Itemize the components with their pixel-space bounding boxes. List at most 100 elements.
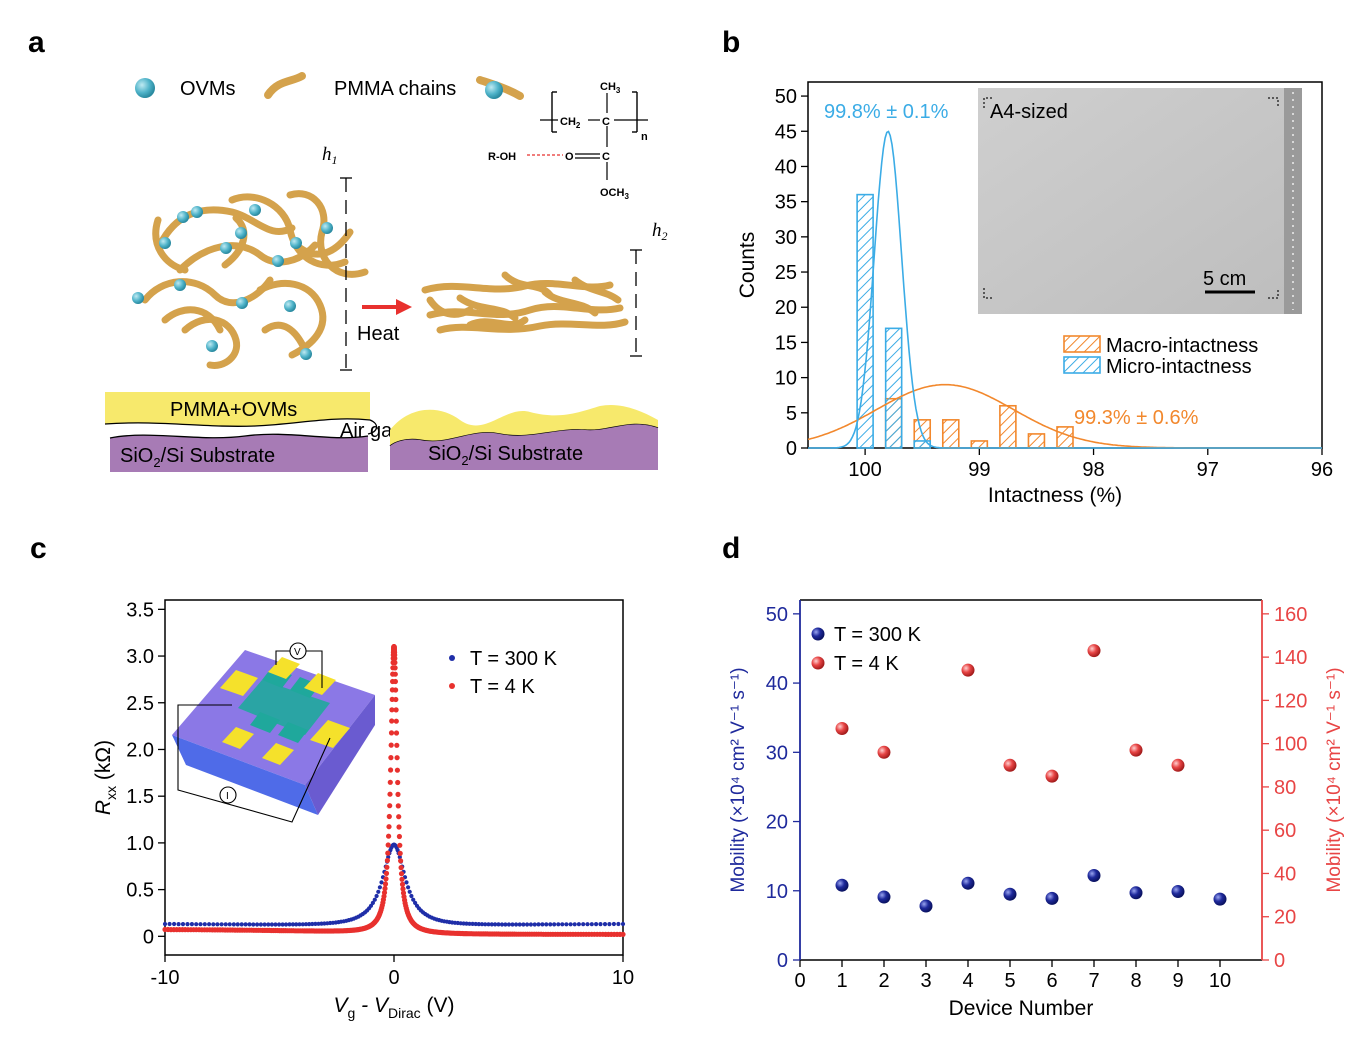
film-label: PMMA+OVMs	[170, 399, 297, 421]
legend-label: T = 4 K	[470, 676, 535, 698]
data-point	[1171, 758, 1185, 772]
chem-n: n	[641, 131, 648, 143]
data-point	[370, 900, 375, 906]
data-point	[280, 922, 285, 927]
data-point	[616, 921, 621, 927]
legend-marker	[449, 655, 455, 661]
y-tick-label: 35	[775, 192, 797, 214]
chem-o: O	[565, 151, 574, 163]
right-y-tick-label: 140	[1274, 647, 1307, 669]
heat-label: Heat	[357, 323, 400, 345]
data-point	[489, 922, 494, 927]
data-point	[514, 922, 519, 927]
data-point	[464, 921, 469, 926]
data-point	[198, 922, 203, 927]
x-axis-label-part: - V	[355, 994, 390, 1017]
y-tick-label: 5	[786, 403, 797, 425]
data-point	[239, 922, 244, 927]
intactness-histogram: 100 99 98 97 96 0 5 10 15 20 25 30 35 40 45 50 Intactnes…	[736, 81, 1333, 507]
data-point	[381, 890, 388, 896]
data-point	[290, 922, 295, 927]
data-point	[392, 665, 398, 671]
data-point	[386, 813, 392, 820]
y-tick-label: 1.5	[126, 786, 154, 808]
data-point	[194, 922, 199, 927]
panel-b: b 100 99 98 97 96 0 5 10 15 20 25 30 35 40 45 50 Intactn…	[722, 26, 1333, 507]
data-point	[383, 876, 389, 882]
data-point	[384, 857, 390, 864]
data-point	[395, 803, 401, 809]
data-point	[251, 922, 256, 927]
y-tick-label: 3.5	[126, 599, 154, 621]
data-point	[255, 922, 260, 927]
data-point	[223, 922, 228, 927]
right-y-tick-label: 100	[1274, 734, 1307, 756]
data-point	[388, 730, 395, 736]
data-point	[473, 921, 478, 927]
data-point	[877, 745, 891, 759]
data-point	[215, 922, 220, 927]
data-point	[189, 922, 194, 927]
data-point	[479, 922, 485, 927]
data-point	[269, 922, 274, 927]
a4-label: A4-sized	[990, 101, 1068, 123]
x-axis-label-part: Dirac	[388, 1005, 421, 1021]
data-point	[961, 663, 975, 677]
left-substrate-stack: PMMA+OVMs SiO2/Si Substrate	[104, 392, 378, 472]
data-point	[607, 922, 612, 927]
data-point	[398, 865, 404, 871]
data-point	[397, 850, 403, 857]
data-point	[1003, 887, 1017, 901]
data-point	[877, 890, 891, 904]
panel-label-c: c	[30, 532, 47, 565]
legend-marker	[811, 656, 825, 670]
data-point	[407, 889, 412, 894]
x-tick-label: 5	[1004, 970, 1015, 992]
data-point	[486, 922, 491, 927]
data-point	[235, 922, 240, 927]
data-point	[568, 922, 573, 927]
data-point	[396, 814, 402, 820]
y-tick-label: 0.5	[126, 880, 154, 902]
chem-och3: OCH3	[600, 187, 629, 201]
x-tick-label: 99	[968, 459, 990, 481]
data-point	[598, 922, 603, 927]
panel-d: d 0 1 2 3 4 5 6 7 8 9 1001020304050020406080100120…	[722, 532, 1345, 1020]
x-axis-label-part: V	[334, 994, 350, 1017]
data-point	[389, 718, 395, 724]
legend-label: Macro-intactness	[1106, 335, 1258, 357]
histogram-bar	[1056, 426, 1074, 449]
data-point	[372, 897, 377, 902]
data-point	[393, 696, 399, 703]
macro-fit-annotation: 99.3% ± 0.6%	[1074, 407, 1199, 429]
data-point	[227, 922, 232, 927]
x-tick-label: 8	[1130, 970, 1141, 992]
data-point	[517, 922, 522, 927]
data-point	[496, 922, 501, 927]
data-point	[294, 922, 299, 927]
h1-marker: h1	[322, 144, 352, 371]
right-y-tick-label: 120	[1274, 690, 1307, 712]
data-point	[393, 707, 399, 713]
y-axis-label-part: (kΩ)	[92, 740, 115, 786]
data-point	[300, 922, 305, 927]
right-y-tick-label: 60	[1274, 820, 1296, 842]
x-tick-label: 10	[612, 967, 634, 989]
legend-marker	[449, 683, 455, 689]
data-point	[576, 922, 582, 927]
y-tick-label: 3.0	[126, 646, 154, 668]
data-point	[172, 921, 177, 927]
data-point	[258, 922, 263, 927]
data-point	[400, 886, 406, 892]
data-point	[394, 742, 400, 748]
legend-label: T = 4 K	[834, 653, 899, 675]
data-point	[287, 922, 292, 927]
data-point	[162, 921, 168, 927]
y-tick-label: 10	[775, 368, 797, 390]
y-tick-label: 0	[143, 926, 154, 948]
data-point	[262, 922, 267, 927]
pmma-legend-label: PMMA chains	[334, 78, 456, 100]
histogram-bar	[884, 327, 903, 449]
data-point	[277, 922, 282, 927]
data-point	[273, 922, 278, 927]
